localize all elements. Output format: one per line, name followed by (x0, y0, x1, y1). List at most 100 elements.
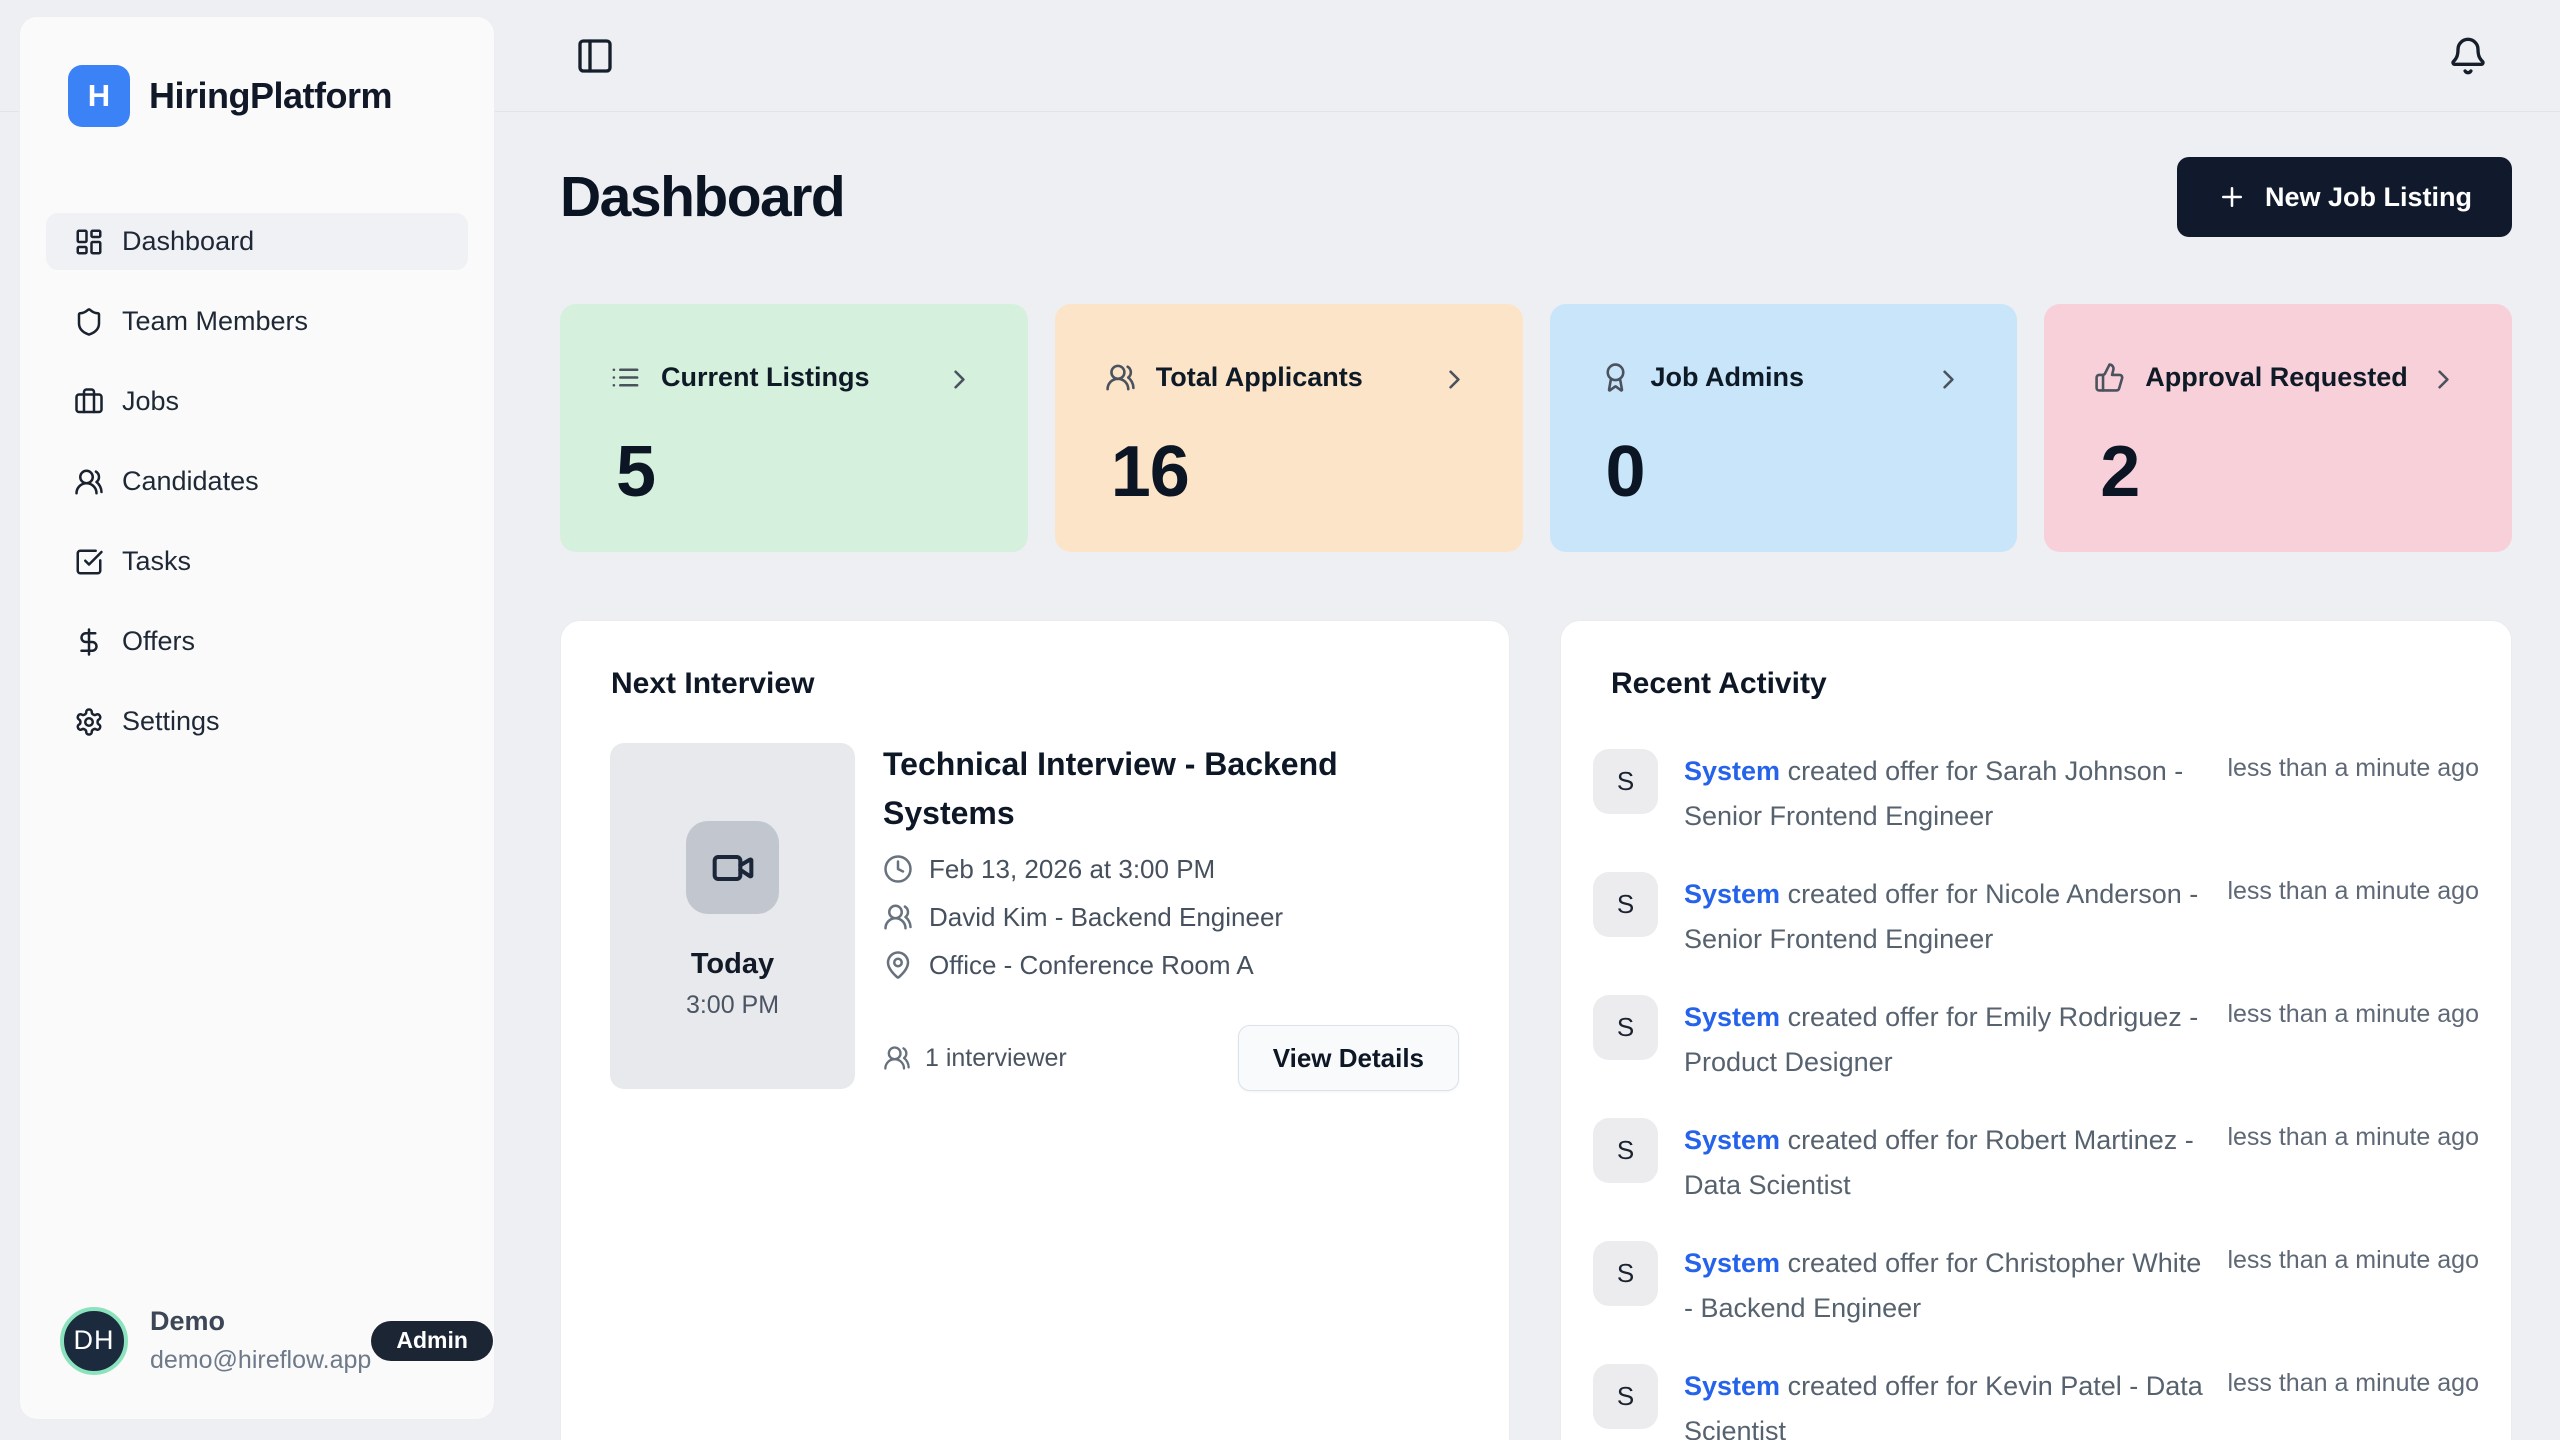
activity-item: S System created offer for Robert Martin… (1593, 1118, 2479, 1208)
interview-location-row: Office - Conference Room A (883, 948, 1453, 982)
shield-icon (74, 307, 104, 337)
interview-candidate-row: David Kim - Backend Engineer (883, 900, 1453, 934)
sidebar-item-team-members[interactable]: Team Members (46, 293, 468, 350)
stat-card-approval-requested[interactable]: Approval Requested 2 (2044, 304, 2512, 552)
stat-card-job-admins[interactable]: Job Admins 0 (1549, 304, 2018, 552)
sidebar-item-settings[interactable]: Settings (46, 693, 468, 750)
sidebar-item-label: Team Members (122, 306, 309, 336)
activity-avatar: S (1593, 1241, 1658, 1306)
activity-text: System created offer for Kevin Patel - D… (1684, 1364, 2204, 1440)
activity-avatar: S (1593, 749, 1658, 814)
user-email: demo@hireflow.app (150, 1346, 372, 1374)
dollar-sign-icon (74, 627, 104, 657)
activity-description: created offer for Nicole Anderson - Seni… (1684, 879, 2199, 954)
interview-title: Technical Interview - Backend Systems (883, 746, 1338, 831)
interview-candidate: David Kim - Backend Engineer (929, 901, 1284, 932)
brand-logo: H (68, 65, 130, 127)
video-icon-box (686, 821, 779, 914)
stat-card-total-applicants[interactable]: Total Applicants 16 (1054, 304, 1523, 552)
sidebar-item-candidates[interactable]: Candidates (46, 453, 468, 510)
bell-icon (2448, 36, 2488, 76)
new-job-listing-label: New Job Listing (2264, 181, 2472, 212)
clock-icon (883, 854, 913, 884)
activity-timestamp: less than a minute ago (2227, 1000, 2479, 1028)
activity-item: S System created offer for Emily Rodrigu… (1593, 995, 2479, 1085)
gear-icon (74, 707, 104, 737)
interview-date-label: Today (690, 948, 775, 980)
stat-label: Approval Requested (2145, 362, 2408, 392)
user-meta: Demo demo@hireflow.app (150, 1306, 371, 1375)
activity-avatar: S (1593, 995, 1658, 1060)
brand: H HiringPlatform (20, 17, 494, 127)
stat-value: 0 (1605, 432, 1646, 512)
stat-label: Total Applicants (1155, 362, 1363, 392)
users-icon (883, 1044, 911, 1072)
activity-actor-link[interactable]: System (1684, 1371, 1781, 1401)
activity-list: S System created offer for Sarah Johnson… (1593, 749, 2479, 1440)
stat-value: 16 (1110, 432, 1190, 512)
activity-text: System created offer for Christopher Whi… (1684, 1241, 2204, 1331)
activity-text: System created offer for Robert Martinez… (1684, 1118, 2204, 1208)
activity-timestamp: less than a minute ago (2227, 1246, 2479, 1274)
activity-actor-link[interactable]: System (1684, 1125, 1781, 1155)
briefcase-icon (74, 387, 104, 417)
notifications-button[interactable] (2448, 36, 2488, 76)
sidebar-item-tasks[interactable]: Tasks (46, 533, 468, 590)
sidebar-item-label: Settings (122, 706, 220, 736)
activity-description: created offer for Christopher White - Ba… (1684, 1248, 2202, 1323)
stat-head: Approval Requested (2094, 362, 2456, 393)
view-details-button[interactable]: View Details (1237, 1025, 1459, 1091)
interviewer-count-label: 1 interviewer (925, 1043, 1067, 1072)
sidebar: H HiringPlatform Dashboard Team Members … (19, 16, 495, 1420)
sidebar-item-label: Candidates (122, 466, 259, 496)
activity-actor-link[interactable]: System (1684, 879, 1781, 909)
interview-datetime: Feb 13, 2026 at 3:00 PM (929, 853, 1216, 884)
activity-timestamp: less than a minute ago (2227, 1369, 2479, 1397)
activity-actor-link[interactable]: System (1684, 756, 1781, 786)
stat-card-current-listings[interactable]: Current Listings 5 (560, 304, 1028, 552)
activity-description: created offer for Robert Martinez - Data… (1684, 1125, 2194, 1200)
activity-timestamp: less than a minute ago (2227, 877, 2479, 905)
activity-item: S System created offer for Kevin Patel -… (1593, 1364, 2479, 1440)
users-icon (74, 467, 104, 497)
interview-info: Technical Interview - Backend Systems Fe… (883, 740, 1453, 982)
stat-value: 2 (2100, 432, 2140, 512)
role-badge: Admin (371, 1320, 493, 1361)
users-icon (883, 902, 913, 932)
sidebar-item-label: Offers (122, 626, 196, 656)
activity-avatar: S (1593, 1364, 1658, 1429)
activity-item: S System created offer for Sarah Johnson… (1593, 749, 2479, 839)
stat-head: Total Applicants (1105, 362, 1467, 393)
user-section[interactable]: DH Demo demo@hireflow.app Admin (60, 1306, 493, 1375)
activity-actor-link[interactable]: System (1684, 1248, 1781, 1278)
interview-date-tile: Today 3:00 PM (610, 743, 855, 1089)
brand-name: HiringPlatform (149, 75, 393, 116)
chevron-right-icon (1439, 364, 1467, 392)
chevron-right-icon (1933, 364, 1961, 392)
interview-details: Feb 13, 2026 at 3:00 PM David Kim - Back… (883, 852, 1453, 982)
activity-timestamp: less than a minute ago (2227, 754, 2479, 782)
sidebar-item-jobs[interactable]: Jobs (46, 373, 468, 430)
new-job-listing-button[interactable]: New Job Listing (2176, 157, 2512, 237)
activity-actor-link[interactable]: System (1684, 1002, 1781, 1032)
map-pin-icon (883, 950, 913, 980)
stat-head: Current Listings (610, 362, 972, 393)
activity-item: S System created offer for Nicole Anders… (1593, 872, 2479, 962)
activity-text: System created offer for Emily Rodriguez… (1684, 995, 2204, 1085)
activity-description: created offer for Sarah Johnson - Senior… (1684, 756, 2184, 831)
page-header: Dashboard New Job Listing (560, 150, 2512, 244)
video-camera-icon (711, 846, 755, 890)
sidebar-item-offers[interactable]: Offers (46, 613, 468, 670)
brand-logo-letter: H (87, 78, 111, 113)
avatar-initials: DH (73, 1325, 115, 1355)
chevron-right-icon (2428, 364, 2456, 392)
sidebar-toggle-button[interactable] (575, 36, 615, 76)
activity-text: System created offer for Nicole Anderson… (1684, 872, 2204, 962)
sidebar-item-dashboard[interactable]: Dashboard (46, 213, 468, 270)
next-interview-card: Next Interview Today 3:00 PM Technical I… (560, 620, 1510, 1440)
sidebar-item-label: Jobs (122, 386, 180, 416)
avatar: DH (60, 1306, 128, 1375)
users-icon (1105, 362, 1136, 393)
activity-timestamp: less than a minute ago (2227, 1123, 2479, 1151)
interview-datetime-row: Feb 13, 2026 at 3:00 PM (883, 852, 1453, 886)
